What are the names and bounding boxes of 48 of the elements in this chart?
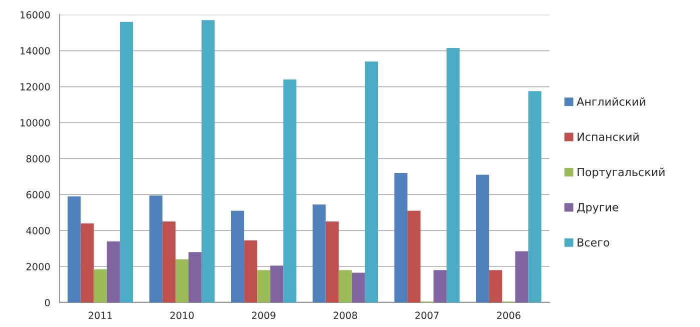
bar bbox=[94, 269, 107, 302]
y-tick-label: 4000 bbox=[26, 227, 50, 234]
bar bbox=[407, 210, 420, 302]
bar bbox=[283, 79, 296, 302]
bar bbox=[434, 270, 447, 302]
x-tick-label: 2009 bbox=[252, 312, 276, 320]
bar bbox=[175, 259, 189, 302]
x-tick-label: 2007 bbox=[415, 312, 439, 320]
bar bbox=[270, 266, 284, 302]
bar bbox=[231, 210, 244, 302]
x-tick-label: 2010 bbox=[170, 312, 194, 320]
legend-label: Всего bbox=[578, 238, 610, 247]
bar bbox=[149, 195, 162, 302]
bar bbox=[326, 222, 339, 302]
bar bbox=[364, 61, 378, 302]
y-tick-label: 8000 bbox=[26, 155, 50, 162]
bar bbox=[202, 20, 215, 302]
y-tick-label: 12000 bbox=[20, 83, 50, 90]
bar bbox=[244, 240, 258, 302]
y-tick-label: 14000 bbox=[20, 47, 50, 55]
bar bbox=[476, 174, 490, 302]
legend-label: Английский bbox=[576, 97, 646, 106]
bar bbox=[162, 222, 176, 302]
y-tick-label: 16000 bbox=[20, 11, 50, 19]
y-tick-label: 2000 bbox=[26, 262, 50, 270]
bar bbox=[257, 270, 270, 302]
bar bbox=[338, 270, 352, 302]
y-tick-label: 0 bbox=[44, 298, 50, 306]
bar bbox=[188, 252, 202, 302]
x-tick-label: 2006 bbox=[497, 312, 520, 320]
bar bbox=[489, 270, 502, 302]
x-tick-label: 2008 bbox=[334, 312, 358, 320]
x-tick-label: 2011 bbox=[88, 312, 112, 320]
bar bbox=[80, 223, 94, 302]
y-tick-label: 10000 bbox=[20, 119, 50, 126]
legend-label: Испанский bbox=[578, 132, 639, 142]
legend-label: Другие bbox=[577, 203, 618, 214]
bar bbox=[312, 204, 326, 302]
legend-label: Португальский bbox=[578, 168, 664, 178]
bar bbox=[106, 241, 120, 302]
bar bbox=[515, 251, 528, 302]
bar bbox=[352, 272, 365, 302]
y-tick-label: 6000 bbox=[26, 191, 50, 198]
bar bbox=[394, 172, 408, 302]
bar bbox=[68, 196, 81, 302]
bar bbox=[120, 22, 133, 302]
bar bbox=[446, 48, 460, 302]
bar bbox=[528, 91, 542, 302]
